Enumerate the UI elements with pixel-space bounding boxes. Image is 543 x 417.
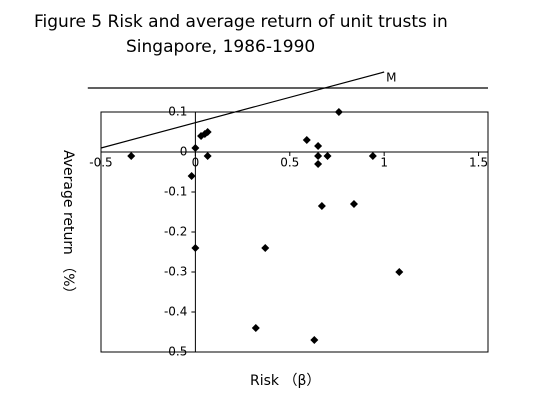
point <box>187 172 196 180</box>
chart-subtitle: Singapore, 1986-1990 <box>126 37 315 57</box>
point <box>203 128 212 136</box>
y-tick-label: -0.1 <box>164 185 187 199</box>
point <box>395 268 404 276</box>
reference-line <box>100 71 385 149</box>
point <box>191 244 200 252</box>
x-tick-label: -0.5 <box>89 156 112 170</box>
x-tick-label: 1.5 <box>469 156 488 170</box>
point <box>191 144 200 152</box>
y-tick-label: -0.5 <box>164 345 187 359</box>
plot-frame <box>100 111 489 353</box>
point <box>314 142 323 150</box>
x-tick-label: 0.5 <box>280 156 299 170</box>
y-tick-label: 0 <box>180 145 188 159</box>
point <box>368 152 377 160</box>
point <box>302 136 311 144</box>
point <box>314 160 323 168</box>
point <box>317 202 326 210</box>
y-tick-label: -0.2 <box>164 225 187 239</box>
point <box>323 152 332 160</box>
point <box>261 244 270 252</box>
y-tick-label: -0.4 <box>164 305 187 319</box>
y-axis-label: Average return （%） <box>60 150 76 301</box>
point <box>127 152 136 160</box>
chart-title: Figure 5 Risk and average return of unit… <box>34 12 448 32</box>
x-axis-label: Risk （β） <box>250 373 320 389</box>
point <box>314 152 323 160</box>
annotation: M <box>386 71 396 85</box>
point <box>203 152 212 160</box>
point <box>251 324 260 332</box>
x-tick-label: 1 <box>380 156 388 170</box>
y-tick-label: -0.3 <box>164 265 187 279</box>
x-tick-label: 0 <box>192 156 200 170</box>
point <box>334 108 343 116</box>
point <box>310 336 319 344</box>
point <box>349 200 358 208</box>
y-tick-label: 0.1 <box>168 105 187 119</box>
